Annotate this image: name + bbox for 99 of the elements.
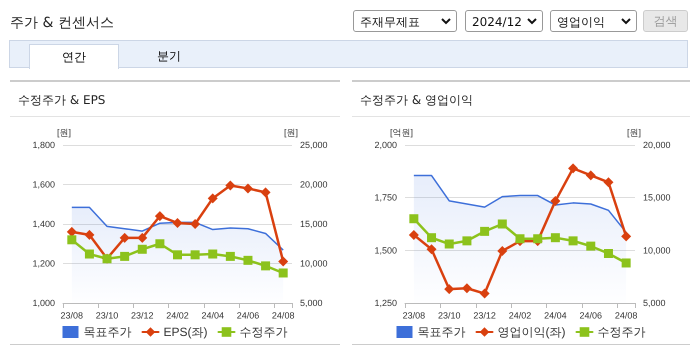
y-axis-title: [원] [56,128,71,138]
chart-title: 수정주가 & 영업이익 [360,92,473,109]
x-tick-label: 24/04 [201,310,224,320]
y-tick-label: 2,000 [374,140,397,150]
y2-tick-label: 5,000 [300,298,323,308]
point [550,233,560,242]
point [190,250,200,260]
y2-tick-label: 10,000 [643,245,671,256]
y2-tick-label: 20,000 [300,180,328,190]
text: 주재무제표 [360,15,420,29]
y-tick-label: 1,800 [32,140,55,150]
text: 2024/12 [472,15,522,29]
legend-label: 영업이익(좌) [498,325,566,339]
point [462,236,472,246]
x-tick-label: 23/10 [96,310,118,320]
point [242,183,253,194]
point [84,230,94,240]
point [278,256,288,267]
text: 영업이익 [557,15,605,29]
chart-title: 수정주가 & EPS [18,92,106,109]
legend-label: 수정주가 [240,325,288,339]
x-tick-label: 23/08 [402,310,426,320]
x-tick-label: 24/06 [236,310,260,320]
point [155,239,164,248]
point [66,226,77,237]
y-axis-title: [억원] [390,128,413,138]
y2-axis-title: [원] [284,128,298,138]
y-tick-label: 1,000 [32,298,55,308]
point [462,283,472,294]
x-tick-label: 23/10 [438,310,460,320]
point [278,268,288,278]
x-tick-label: 23/08 [60,310,84,320]
x-tick-label: 24/02 [166,310,189,320]
point [444,284,454,294]
x-tick-label: 24/04 [544,310,567,320]
point [261,261,270,270]
point [568,236,578,246]
point [498,220,507,228]
point [225,180,236,190]
y-tick-label: 1,750 [374,192,397,203]
point [550,196,560,206]
point [621,231,632,242]
point [172,218,182,228]
point [138,244,147,254]
y-tick-label: 1,200 [32,258,55,268]
point [409,214,418,224]
point [260,187,271,198]
point [427,233,436,242]
legend-label: EPS(좌) [164,325,208,339]
point [154,211,165,222]
y2-tick-label: 15,000 [643,192,671,203]
point [243,256,252,265]
point [120,232,130,243]
point [586,242,596,251]
y2-tick-label: 20,000 [643,140,671,150]
point [137,232,148,243]
x-tick-label: 23/12 [473,310,496,320]
y-tick-label: 1,400 [32,219,55,229]
point [586,170,596,180]
point [208,193,218,204]
point [173,250,182,260]
point [603,177,614,188]
point [444,240,454,249]
x-tick-label: 24/06 [580,310,602,320]
x-tick-label: 23/12 [131,310,154,320]
y2-tick-label: 10,000 [300,258,328,268]
point [226,252,235,261]
text: 연간 [29,44,119,69]
point [516,234,524,244]
y-tick-label: 1,600 [32,180,55,190]
point [568,163,578,174]
point [84,250,94,259]
point [190,219,200,229]
legend-label: 수정주가 [597,325,646,339]
x-tick-label: 24/02 [508,310,532,320]
point [120,252,130,261]
y2-tick-label: 25,000 [300,140,328,150]
point [408,230,419,240]
y-tick-label: 1,500 [374,245,397,256]
point [497,246,508,256]
point [208,250,218,259]
point [480,288,490,299]
legend-label: 목표주가 [84,325,132,339]
y-tick-label: 1,250 [374,298,397,308]
y2-tick-label: 5,000 [643,298,666,308]
y2-axis-title: [원] [627,128,642,138]
point [533,234,542,244]
x-tick-label: 24/08 [614,310,638,320]
point [67,235,76,244]
y2-tick-label: 15,000 [300,219,328,229]
point [604,248,613,258]
point [480,226,490,236]
point [622,258,631,268]
legend-label: 목표주가 [418,325,466,339]
x-tick-label: 24/08 [272,310,294,320]
text: 분기 [156,48,182,65]
text: 주가 & 컨센서스 [10,14,114,32]
point [426,244,437,254]
text: 검색 [643,10,688,32]
